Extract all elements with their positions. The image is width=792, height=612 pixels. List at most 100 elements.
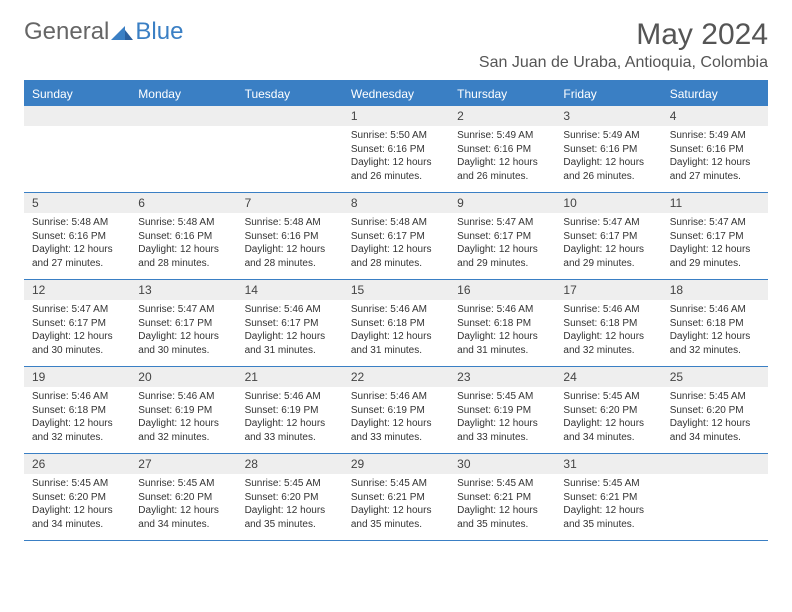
sunrise-text: Sunrise: 5:47 AM: [563, 216, 653, 230]
daylight-text: Daylight: 12 hours and 26 minutes.: [457, 156, 547, 183]
day-number-row: 9: [449, 193, 555, 213]
calendar-day-cell: 15Sunrise: 5:46 AMSunset: 6:18 PMDayligh…: [343, 280, 449, 366]
sunrise-text: Sunrise: 5:46 AM: [245, 390, 335, 404]
sunrise-text: Sunrise: 5:48 AM: [138, 216, 228, 230]
day-number-row: 14: [237, 280, 343, 300]
sunset-text: Sunset: 6:16 PM: [670, 143, 760, 157]
calendar-day-cell: 30Sunrise: 5:45 AMSunset: 6:21 PMDayligh…: [449, 454, 555, 540]
day-number: 6: [138, 195, 228, 211]
daylight-text: Daylight: 12 hours and 33 minutes.: [245, 417, 335, 444]
day-details: Sunrise: 5:45 AMSunset: 6:20 PMDaylight:…: [555, 387, 661, 450]
day-number-row: 12: [24, 280, 130, 300]
daylight-text: Daylight: 12 hours and 32 minutes.: [563, 330, 653, 357]
weekday-header: Sunday: [24, 82, 130, 106]
day-details: Sunrise: 5:45 AMSunset: 6:21 PMDaylight:…: [555, 474, 661, 537]
day-details: Sunrise: 5:47 AMSunset: 6:17 PMDaylight:…: [662, 213, 768, 276]
calendar-day-cell: 24Sunrise: 5:45 AMSunset: 6:20 PMDayligh…: [555, 367, 661, 453]
day-details: Sunrise: 5:45 AMSunset: 6:20 PMDaylight:…: [662, 387, 768, 450]
calendar-day-cell: 16Sunrise: 5:46 AMSunset: 6:18 PMDayligh…: [449, 280, 555, 366]
day-details: Sunrise: 5:46 AMSunset: 6:18 PMDaylight:…: [24, 387, 130, 450]
calendar-day-cell: [24, 106, 130, 192]
day-details: Sunrise: 5:47 AMSunset: 6:17 PMDaylight:…: [130, 300, 236, 363]
daylight-text: Daylight: 12 hours and 28 minutes.: [351, 243, 441, 270]
day-number-row: 28: [237, 454, 343, 474]
sunset-text: Sunset: 6:17 PM: [245, 317, 335, 331]
sunset-text: Sunset: 6:20 PM: [670, 404, 760, 418]
sunset-text: Sunset: 6:18 PM: [457, 317, 547, 331]
calendar-day-cell: [662, 454, 768, 540]
sunrise-text: Sunrise: 5:46 AM: [351, 390, 441, 404]
sunset-text: Sunset: 6:17 PM: [32, 317, 122, 331]
sunrise-text: Sunrise: 5:45 AM: [32, 477, 122, 491]
day-details: Sunrise: 5:47 AMSunset: 6:17 PMDaylight:…: [24, 300, 130, 363]
day-details: Sunrise: 5:48 AMSunset: 6:16 PMDaylight:…: [130, 213, 236, 276]
calendar-day-cell: 18 Sunrise: 5:46 AMSunset: 6:18 PMDayligh…: [662, 280, 768, 366]
sunrise-text: Sunrise: 5:49 AM: [457, 129, 547, 143]
sunrise-text: Sunrise: 5:47 AM: [670, 216, 760, 230]
calendar-day-cell: 21Sunrise: 5:46 AMSunset: 6:19 PMDayligh…: [237, 367, 343, 453]
calendar-day-cell: [237, 106, 343, 192]
day-number-row: [237, 106, 343, 126]
day-number: 26: [32, 456, 122, 472]
weekday-header: Tuesday: [237, 82, 343, 106]
sunset-text: Sunset: 6:16 PM: [245, 230, 335, 244]
sunset-text: Sunset: 6:20 PM: [563, 404, 653, 418]
sunrise-text: Sunrise: 5:47 AM: [457, 216, 547, 230]
day-number-row: [24, 106, 130, 126]
daylight-text: Daylight: 12 hours and 35 minutes.: [563, 504, 653, 531]
day-number: 13: [138, 282, 228, 298]
day-details: Sunrise: 5:48 AMSunset: 6:16 PMDaylight:…: [237, 213, 343, 276]
sunrise-text: Sunrise: 5:46 AM: [563, 303, 653, 317]
daylight-text: Daylight: 12 hours and 26 minutes.: [351, 156, 441, 183]
daylight-text: Daylight: 12 hours and 31 minutes.: [245, 330, 335, 357]
daylight-text: Daylight: 12 hours and 35 minutes.: [457, 504, 547, 531]
day-details: Sunrise: 5:45 AMSunset: 6:21 PMDaylight:…: [449, 474, 555, 537]
weekday-header: Friday: [555, 82, 661, 106]
day-number-row: [130, 106, 236, 126]
day-details: Sunrise: 5:46 AMSunset: 6:18 PMDaylight:…: [662, 300, 768, 363]
calendar-day-cell: 27 Sunrise: 5:45 AMSunset: 6:20 PMDayligh…: [130, 454, 236, 540]
sunrise-text: Sunrise: 5:45 AM: [351, 477, 441, 491]
sunrise-text: Sunrise: 5:48 AM: [32, 216, 122, 230]
day-details: Sunrise: 5:46 AMSunset: 6:18 PMDaylight:…: [343, 300, 449, 363]
calendar-day-cell: 28Sunrise: 5:45 AMSunset: 6:20 PMDayligh…: [237, 454, 343, 540]
sunset-text: Sunset: 6:18 PM: [670, 317, 760, 331]
day-number-row: 20: [130, 367, 236, 387]
day-details: Sunrise: 5:49 AMSunset: 6:16 PMDaylight:…: [555, 126, 661, 189]
day-number: 29: [351, 456, 441, 472]
day-details: Sunrise: 5:45 AMSunset: 6:20 PMDaylight:…: [130, 474, 236, 537]
day-number: 5: [32, 195, 122, 211]
sunset-text: Sunset: 6:16 PM: [351, 143, 441, 157]
day-number: [32, 108, 122, 124]
sunrise-text: Sunrise: 5:46 AM: [138, 390, 228, 404]
calendar-day-cell: 4Sunrise: 5:49 AMSunset: 6:16 PMDaylight…: [662, 106, 768, 192]
calendar-day-cell: 14Sunrise: 5:46 AMSunset: 6:17 PMDayligh…: [237, 280, 343, 366]
calendar-day-cell: 1Sunrise: 5:50 AMSunset: 6:16 PMDaylight…: [343, 106, 449, 192]
sunset-text: Sunset: 6:17 PM: [351, 230, 441, 244]
sunrise-text: Sunrise: 5:46 AM: [457, 303, 547, 317]
calendar-day-cell: 22Sunrise: 5:46 AMSunset: 6:19 PMDayligh…: [343, 367, 449, 453]
daylight-text: Daylight: 12 hours and 29 minutes.: [563, 243, 653, 270]
daylight-text: Daylight: 12 hours and 30 minutes.: [138, 330, 228, 357]
sunset-text: Sunset: 6:21 PM: [457, 491, 547, 505]
daylight-text: Daylight: 12 hours and 34 minutes.: [563, 417, 653, 444]
location: San Juan de Uraba, Antioquia, Colombia: [479, 54, 768, 72]
day-number-row: 26: [24, 454, 130, 474]
sunset-text: Sunset: 6:17 PM: [138, 317, 228, 331]
sunset-text: Sunset: 6:17 PM: [670, 230, 760, 244]
day-number: 16: [457, 282, 547, 298]
day-number-row: 31: [555, 454, 661, 474]
day-number-row: 24: [555, 367, 661, 387]
calendar-week-row: 5Sunrise: 5:48 AMSunset: 6:16 PMDaylight…: [24, 193, 768, 280]
day-number: 4: [670, 108, 760, 124]
day-details: Sunrise: 5:48 AMSunset: 6:16 PMDaylight:…: [24, 213, 130, 276]
day-details: Sunrise: 5:49 AMSunset: 6:16 PMDaylight:…: [449, 126, 555, 189]
day-number: 17: [563, 282, 653, 298]
day-details: Sunrise: 5:45 AMSunset: 6:20 PMDaylight:…: [237, 474, 343, 537]
day-number: 27: [138, 456, 228, 472]
calendar: Sunday Monday Tuesday Wednesday Thursday…: [24, 80, 768, 541]
daylight-text: Daylight: 12 hours and 34 minutes.: [670, 417, 760, 444]
day-number: 18: [670, 282, 760, 298]
day-number-row: 17: [555, 280, 661, 300]
sunrise-text: Sunrise: 5:49 AM: [563, 129, 653, 143]
